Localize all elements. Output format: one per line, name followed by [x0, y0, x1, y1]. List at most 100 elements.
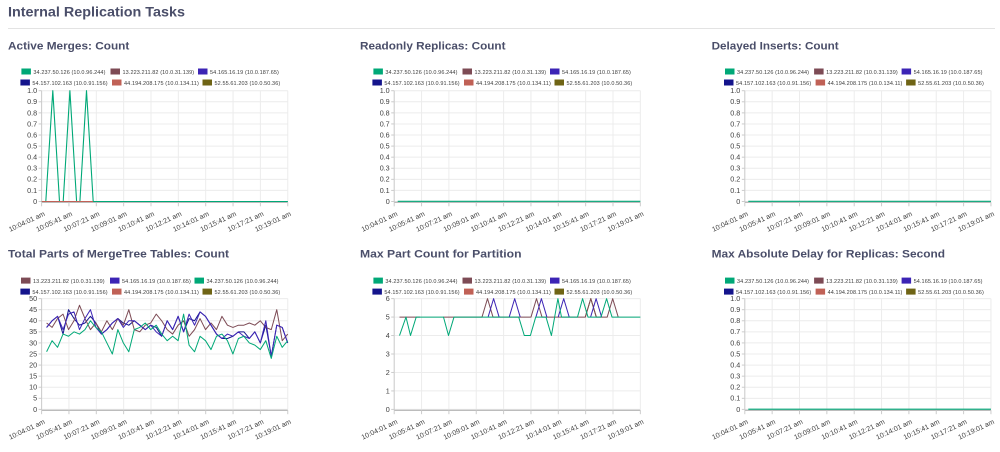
svg-text:34.237.50.126 (10.0.96.244): 34.237.50.126 (10.0.96.244) — [385, 70, 457, 76]
svg-text:50: 50 — [29, 294, 37, 303]
svg-text:3: 3 — [386, 349, 390, 358]
svg-text:0.7: 0.7 — [380, 119, 390, 128]
svg-text:0.1: 0.1 — [380, 186, 390, 195]
svg-text:0.9: 0.9 — [380, 97, 390, 106]
svg-text:54.157.102.163 (10.0.91.156): 54.157.102.163 (10.0.91.156) — [384, 81, 459, 87]
svg-text:54.165.16.19 (10.0.187.65): 54.165.16.19 (10.0.187.65) — [562, 70, 631, 76]
svg-text:52.55.61.203 (10.0.50.36): 52.55.61.203 (10.0.50.36) — [567, 290, 633, 296]
svg-text:Active Merges: Count: Active Merges: Count — [8, 40, 130, 52]
svg-text:0.1: 0.1 — [730, 394, 740, 403]
svg-text:15: 15 — [29, 372, 37, 381]
svg-text:25: 25 — [29, 349, 37, 358]
svg-text:0.6: 0.6 — [380, 130, 390, 139]
svg-text:1.0: 1.0 — [380, 86, 390, 95]
svg-text:0.6: 0.6 — [27, 130, 37, 139]
svg-text:54.157.102.163 (10.0.91.156): 54.157.102.163 (10.0.91.156) — [32, 81, 107, 87]
svg-text:13.223.211.82 (10.0.31.139): 13.223.211.82 (10.0.31.139) — [826, 70, 898, 76]
svg-text:34.237.50.126 (10.0.96.244): 34.237.50.126 (10.0.96.244) — [737, 70, 809, 76]
svg-text:Readonly Replicas: Count: Readonly Replicas: Count — [360, 40, 506, 52]
svg-text:0.4: 0.4 — [730, 360, 740, 369]
svg-text:4: 4 — [386, 331, 390, 340]
svg-text:5: 5 — [33, 394, 37, 403]
svg-text:0.7: 0.7 — [730, 119, 740, 128]
svg-text:0.2: 0.2 — [730, 175, 740, 184]
svg-text:0.4: 0.4 — [730, 153, 740, 162]
svg-text:52.55.61.203 (10.0.50.36): 52.55.61.203 (10.0.50.36) — [918, 81, 984, 87]
svg-text:30: 30 — [29, 338, 37, 347]
svg-text:0: 0 — [33, 197, 37, 206]
svg-text:0.2: 0.2 — [730, 383, 740, 392]
svg-text:44.194.208.175 (10.0.134.11): 44.194.208.175 (10.0.134.11) — [124, 81, 199, 87]
svg-text:10: 10 — [29, 383, 37, 392]
svg-text:54.165.16.19 (10.0.187.65): 54.165.16.19 (10.0.187.65) — [914, 70, 983, 76]
svg-text:6: 6 — [386, 294, 390, 303]
svg-text:34.237.50.126 (10.0.96.244): 34.237.50.126 (10.0.96.244) — [737, 279, 809, 285]
svg-text:0.5: 0.5 — [730, 349, 740, 358]
svg-text:13.223.211.82 (10.0.31.139): 13.223.211.82 (10.0.31.139) — [33, 279, 105, 285]
svg-text:0.9: 0.9 — [730, 305, 740, 314]
svg-text:0.8: 0.8 — [730, 316, 740, 325]
svg-text:0.3: 0.3 — [730, 164, 740, 173]
svg-text:54.157.102.163 (10.0.91.156): 54.157.102.163 (10.0.91.156) — [384, 290, 459, 296]
svg-text:13.223.211.82 (10.0.31.139): 13.223.211.82 (10.0.31.139) — [475, 279, 547, 285]
svg-text:0: 0 — [33, 405, 37, 414]
svg-text:2: 2 — [386, 368, 390, 377]
svg-text:13.223.211.82 (10.0.31.139): 13.223.211.82 (10.0.31.139) — [475, 70, 547, 76]
svg-text:52.55.61.203 (10.0.50.36): 52.55.61.203 (10.0.50.36) — [215, 81, 281, 87]
svg-text:54.165.16.19 (10.0.187.65): 54.165.16.19 (10.0.187.65) — [122, 279, 191, 285]
svg-text:34.237.50.126 (10.0.96.244): 34.237.50.126 (10.0.96.244) — [207, 279, 279, 285]
svg-text:13.223.211.82 (10.0.31.139): 13.223.211.82 (10.0.31.139) — [826, 279, 898, 285]
svg-text:54.165.16.19 (10.0.187.65): 54.165.16.19 (10.0.187.65) — [562, 279, 631, 285]
svg-text:Delayed Inserts: Count: Delayed Inserts: Count — [712, 40, 839, 52]
svg-text:0.8: 0.8 — [730, 108, 740, 117]
svg-text:52.55.61.203 (10.0.50.36): 52.55.61.203 (10.0.50.36) — [567, 81, 633, 87]
svg-text:0.9: 0.9 — [27, 97, 37, 106]
svg-text:44.194.208.175 (10.0.134.11): 44.194.208.175 (10.0.134.11) — [476, 290, 551, 296]
svg-text:54.165.16.19 (10.0.187.65): 54.165.16.19 (10.0.187.65) — [210, 70, 279, 76]
svg-text:45: 45 — [29, 305, 37, 314]
svg-text:0: 0 — [386, 405, 390, 414]
svg-text:40: 40 — [29, 316, 37, 325]
svg-text:0.3: 0.3 — [730, 372, 740, 381]
svg-text:0.3: 0.3 — [380, 164, 390, 173]
svg-text:0.4: 0.4 — [380, 153, 390, 162]
svg-text:44.194.208.175 (10.0.134.11): 44.194.208.175 (10.0.134.11) — [828, 290, 903, 296]
svg-text:0.7: 0.7 — [730, 327, 740, 336]
svg-text:Max Absolute Delay for Replica: Max Absolute Delay for Replicas: Second — [712, 249, 945, 261]
svg-text:0.8: 0.8 — [380, 108, 390, 117]
svg-text:0.2: 0.2 — [27, 175, 37, 184]
svg-text:44.194.208.175 (10.0.134.11): 44.194.208.175 (10.0.134.11) — [476, 81, 551, 87]
svg-text:20: 20 — [29, 360, 37, 369]
svg-text:0: 0 — [736, 197, 740, 206]
svg-text:35: 35 — [29, 327, 37, 336]
svg-text:54.157.102.163 (10.0.91.156): 54.157.102.163 (10.0.91.156) — [32, 290, 107, 296]
svg-text:0: 0 — [736, 405, 740, 414]
svg-text:54.157.102.163 (10.0.91.156): 54.157.102.163 (10.0.91.156) — [736, 290, 811, 296]
svg-text:0.6: 0.6 — [730, 338, 740, 347]
svg-text:0.1: 0.1 — [730, 186, 740, 195]
svg-text:Max Part Count for Partition: Max Part Count for Partition — [360, 249, 522, 261]
svg-text:0.3: 0.3 — [27, 164, 37, 173]
svg-text:44.194.208.175 (10.0.134.11): 44.194.208.175 (10.0.134.11) — [828, 81, 903, 87]
svg-text:0.2: 0.2 — [380, 175, 390, 184]
svg-text:0.5: 0.5 — [380, 142, 390, 151]
svg-text:1.0: 1.0 — [27, 86, 37, 95]
svg-text:1.0: 1.0 — [730, 294, 740, 303]
svg-text:13.223.211.82 (10.0.31.139): 13.223.211.82 (10.0.31.139) — [123, 70, 195, 76]
svg-text:0: 0 — [386, 197, 390, 206]
svg-text:0.6: 0.6 — [730, 130, 740, 139]
svg-text:0.7: 0.7 — [27, 119, 37, 128]
svg-text:52.55.61.203 (10.0.50.36): 52.55.61.203 (10.0.50.36) — [215, 290, 281, 296]
svg-text:0.4: 0.4 — [27, 153, 37, 162]
svg-text:5: 5 — [386, 312, 390, 321]
svg-text:0.5: 0.5 — [27, 142, 37, 151]
svg-text:52.55.61.203 (10.0.50.36): 52.55.61.203 (10.0.50.36) — [918, 290, 984, 296]
svg-text:34.237.50.126 (10.0.96.244): 34.237.50.126 (10.0.96.244) — [33, 70, 105, 76]
svg-text:1.0: 1.0 — [730, 86, 740, 95]
svg-text:0.9: 0.9 — [730, 97, 740, 106]
svg-text:0.8: 0.8 — [27, 108, 37, 117]
svg-text:54.157.102.163 (10.0.91.156): 54.157.102.163 (10.0.91.156) — [736, 81, 811, 87]
svg-text:0.5: 0.5 — [730, 142, 740, 151]
svg-text:1: 1 — [386, 386, 390, 395]
svg-text:Total Parts of MergeTree Table: Total Parts of MergeTree Tables: Count — [8, 249, 229, 261]
